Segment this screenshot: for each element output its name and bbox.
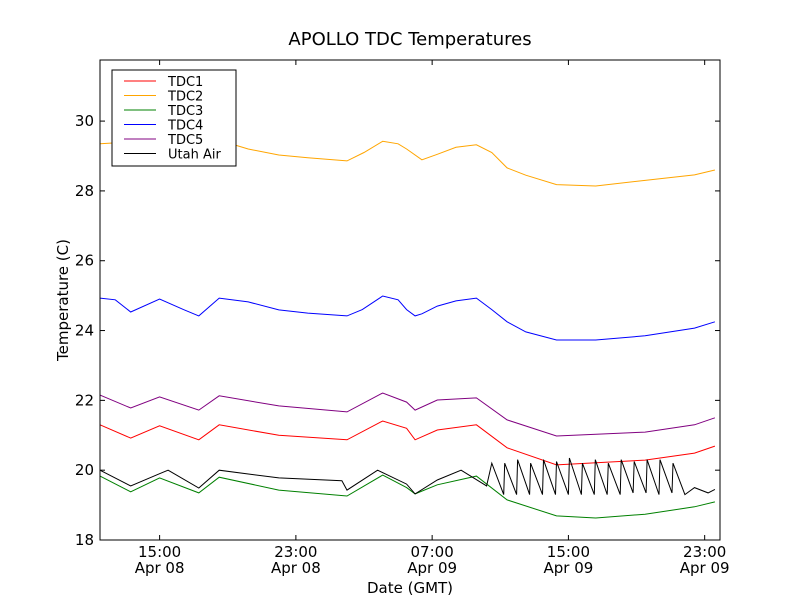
x-tick-label-date: Apr 09 (680, 559, 730, 577)
y-tick-label: 26 (75, 252, 94, 270)
x-tick-label-date: Apr 08 (135, 559, 185, 577)
legend-label: TDC1 (167, 75, 203, 90)
x-tick-label-time: 07:00 (411, 543, 454, 561)
series-line-utah-air (99, 457, 716, 496)
series-line-tdc4 (99, 295, 716, 341)
x-tick-label-time: 23:00 (274, 543, 317, 561)
x-axis-label: Date (GMT) (367, 579, 453, 597)
y-tick-label: 22 (75, 391, 94, 409)
y-tick-label: 30 (75, 112, 94, 130)
x-tick-label-date: Apr 09 (544, 559, 594, 577)
x-tick-label-time: 23:00 (683, 543, 726, 561)
x-tick-label-date: Apr 08 (271, 559, 321, 577)
legend-label: TDC3 (167, 104, 203, 119)
series-line-tdc3 (99, 474, 716, 519)
y-axis: 18 20 22 24 26 28 30 (75, 112, 720, 549)
y-tick-label: 18 (75, 531, 94, 549)
chart-title: APOLLO TDC Temperatures (288, 29, 531, 50)
x-tick-label-time: 15:00 (138, 543, 181, 561)
plot-frame (99, 59, 721, 541)
y-tick-label: 20 (75, 461, 94, 479)
y-tick-label: 28 (75, 182, 94, 200)
legend-label: TDC2 (167, 90, 203, 105)
legend-label: Utah Air (168, 148, 221, 163)
x-tick-label-date: Apr 09 (407, 559, 457, 577)
y-tick-label: 24 (75, 322, 94, 340)
x-tick-label-time: 15:00 (547, 543, 590, 561)
series-line-tdc1 (99, 420, 716, 466)
legend-label: TDC5 (167, 133, 203, 148)
legend-box (111, 69, 237, 167)
series-line-tdc5 (99, 392, 716, 437)
y-axis-label: Temperature (C) (54, 239, 72, 362)
legend-label: TDC4 (167, 119, 203, 134)
